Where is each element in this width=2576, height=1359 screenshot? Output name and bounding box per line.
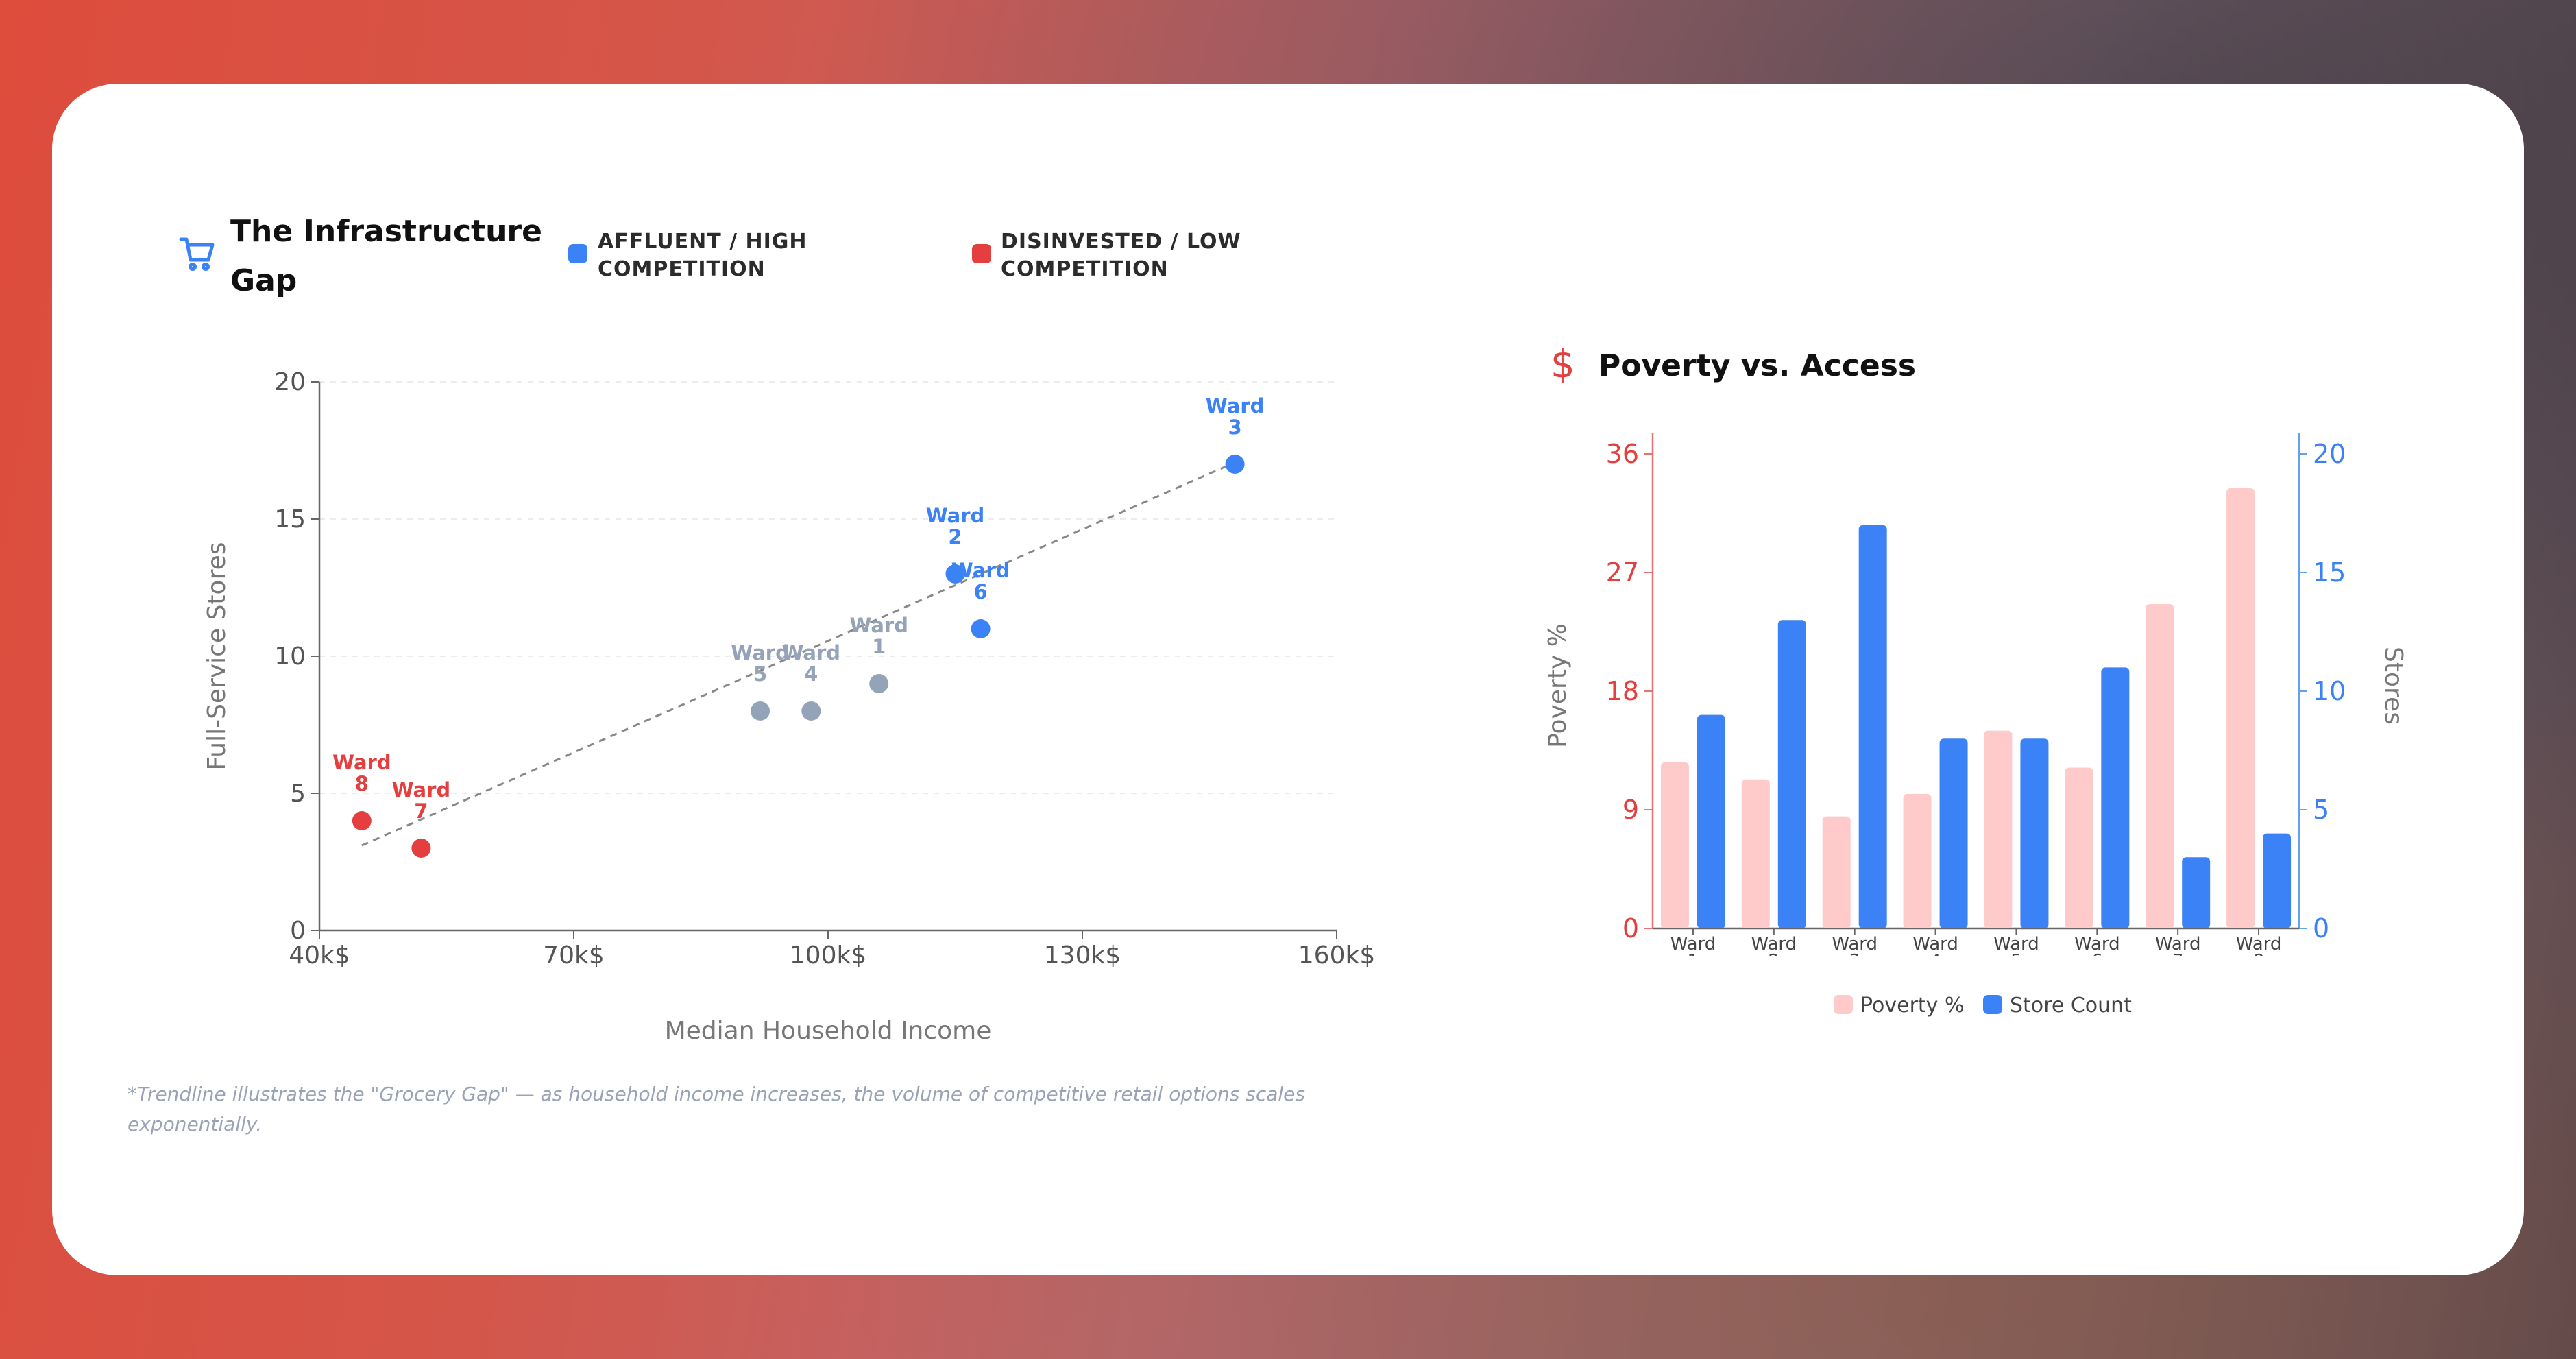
scatter-point: [1225, 455, 1245, 474]
bar-poverty: [1822, 816, 1851, 928]
y-tick-label: 20: [274, 368, 306, 396]
legend-affluent-line2: COMPETITION: [598, 257, 766, 281]
scatter-point: [411, 839, 431, 858]
bar-x-tick-label-line1: Ward: [1670, 934, 1716, 954]
y-tick-label: 5: [290, 780, 306, 808]
scatter-point: [801, 701, 821, 721]
point-label-line1: Ward: [926, 504, 985, 527]
y-left-tick-label: 9: [1623, 795, 1639, 825]
bar-store-count: [1858, 525, 1887, 928]
bar-x-tick-label-line1: Ward: [2074, 934, 2120, 954]
legend-poverty-label: Poverty %: [1860, 994, 1964, 1018]
bar-x-tick-label-line1: Ward: [1751, 934, 1797, 954]
bar-x-tick-label-line1: Ward: [1832, 934, 1878, 954]
point-label-line2: 4: [804, 662, 818, 686]
bar-store-count: [2182, 857, 2211, 928]
y-right-tick-label: 10: [2313, 676, 2346, 706]
legend-affluent-line1: AFFLUENT / HIGH: [598, 230, 807, 254]
bar-store-count: [1697, 714, 1725, 928]
scatter-point: [971, 619, 991, 638]
scatter-point: [751, 701, 770, 721]
bar-poverty: [2226, 488, 2255, 928]
legend-stores-label: Store Count: [2010, 994, 2132, 1018]
point-label-line2: 3: [1228, 416, 1242, 439]
bar-poverty: [1903, 793, 1932, 928]
legend-disinvested-line2: COMPETITION: [1001, 257, 1169, 281]
left-title-line2: Gap: [230, 263, 297, 298]
bar-store-count: [1777, 620, 1806, 928]
x-axis-label: Median Household Income: [665, 1017, 992, 1045]
x-tick-label: 70k$: [543, 941, 605, 970]
bar-poverty: [2065, 767, 2093, 928]
y-left-tick-label: 36: [1606, 439, 1639, 469]
y-left-tick-label: 27: [1606, 557, 1639, 588]
point-label-line1: Ward: [951, 559, 1010, 582]
bar-store-count: [2101, 667, 2130, 928]
point-label-line2: 8: [355, 772, 369, 795]
point-label-line1: Ward: [781, 641, 840, 664]
x-tick-label: 40k$: [289, 941, 350, 970]
point-label-line2: 2: [948, 525, 962, 549]
scatter-point: [945, 564, 965, 584]
legend-swatch-poverty: [1834, 995, 1853, 1014]
y-tick-label: 15: [274, 505, 306, 533]
y-right-tick-label: 5: [2313, 795, 2329, 825]
y-right-tick-label: 20: [2313, 439, 2346, 469]
y-tick-label: 10: [274, 642, 306, 671]
point-label-line2: 7: [414, 799, 428, 823]
point-label-line2: 6: [974, 580, 988, 603]
bar-store-count: [1939, 738, 1968, 928]
y-left-tick-label: 0: [1623, 913, 1639, 943]
bar-poverty: [1741, 779, 1770, 928]
legend-swatch-affluent: [568, 244, 587, 263]
bar-x-tick-label-line1: Ward: [2155, 934, 2201, 954]
bar-poverty: [1984, 730, 2013, 928]
x-tick-label: 100k$: [790, 941, 866, 970]
y-right-tick-label: 15: [2313, 557, 2346, 588]
point-label-line1: Ward: [731, 641, 790, 664]
trendline: [361, 457, 1244, 847]
y-left-axis-label: Poverty %: [1544, 623, 1572, 748]
y-right-tick-label: 0: [2313, 913, 2329, 943]
scatter-point: [352, 811, 372, 830]
bar-poverty: [2146, 604, 2174, 928]
point-label-line1: Ward: [849, 614, 908, 637]
bar-x-tick-label-line1: Ward: [2236, 934, 2282, 954]
bar-x-tick-label-line1: Ward: [1993, 934, 2039, 954]
point-label-line1: Ward: [1206, 394, 1265, 418]
tick-label-clip: [1625, 956, 2326, 976]
legend-swatch-disinvested: [972, 244, 991, 263]
y-axis-label: Full-Service Stores: [203, 542, 231, 771]
bar-poverty: [1660, 762, 1689, 928]
footnote: *Trendline illustrates the "Grocery Gap"…: [127, 1083, 1305, 1135]
y-tick-label: 0: [290, 917, 306, 945]
bar-store-count: [2263, 833, 2292, 928]
x-tick-label: 130k$: [1044, 941, 1121, 970]
right-title: Poverty vs. Access: [1599, 348, 1916, 383]
scatter-point: [869, 674, 889, 693]
legend-disinvested-line1: DISINVESTED / LOW: [1001, 230, 1241, 254]
dollar-sign-icon: $: [1551, 342, 1575, 387]
point-label-line2: 5: [753, 662, 767, 686]
shopping-cart-icon: [179, 237, 215, 271]
point-label-line2: 1: [872, 635, 886, 658]
y-left-tick-label: 18: [1606, 676, 1639, 706]
bar-store-count: [2020, 738, 2049, 928]
point-label-line1: Ward: [332, 751, 391, 774]
x-tick-label: 160k$: [1298, 941, 1375, 970]
left-title-line1: The Infrastructure: [230, 214, 542, 249]
point-label-line1: Ward: [392, 778, 451, 802]
bar-x-tick-label-line1: Ward: [1912, 934, 1958, 954]
legend-swatch-stores: [1983, 995, 2002, 1014]
y-right-axis-label: Stores: [2379, 647, 2407, 725]
